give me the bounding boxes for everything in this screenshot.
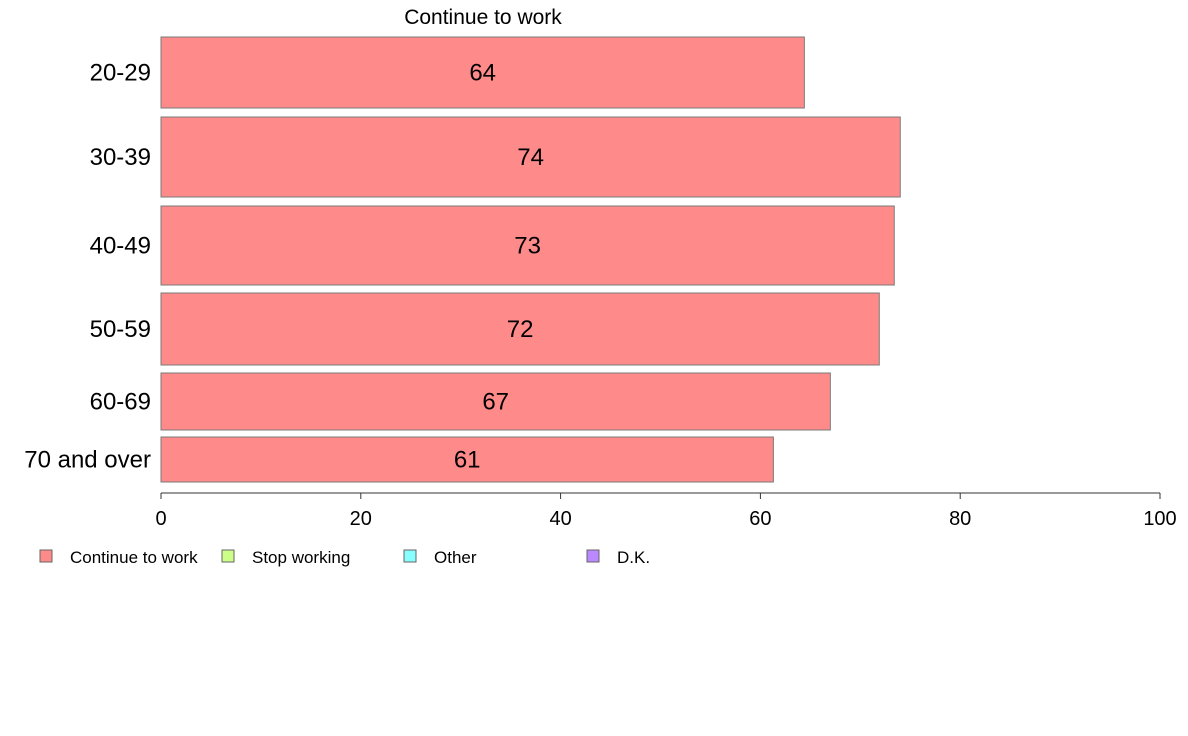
bar-value-label: 73 [514, 233, 541, 260]
legend: Continue to work Stop working Other D.K. [39, 548, 650, 567]
category-label: 60-69 [90, 389, 151, 416]
x-tick-label: 80 [949, 508, 971, 530]
category-label: 20-29 [90, 60, 151, 87]
bar-value-label: 67 [482, 389, 509, 416]
x-tick-label: 60 [749, 508, 771, 530]
legend-label: Stop working [252, 548, 350, 567]
bar-20-29 [160, 36, 805, 109]
legend-label: D.K. [617, 548, 650, 567]
bar-70-and-over [160, 436, 774, 483]
category-label: 70 and over [24, 447, 151, 474]
legend-swatch [586, 549, 600, 563]
x-axis: 0 20 40 60 80 100 [155, 492, 1177, 530]
bar-40-49 [160, 205, 895, 286]
bar-value-label: 64 [469, 60, 496, 87]
legend-label: Other [434, 548, 477, 567]
bar-30-39 [160, 116, 901, 198]
bar-value-label: 72 [507, 316, 534, 343]
x-tick-label: 20 [350, 508, 372, 530]
x-tick-label: 0 [155, 508, 166, 530]
category-label: 40-49 [90, 233, 151, 260]
bar-50-59 [160, 292, 880, 366]
legend-swatch [221, 549, 235, 563]
bar-60-69 [160, 372, 831, 431]
category-label: 30-39 [90, 144, 151, 171]
bar-value-label: 74 [517, 144, 544, 171]
x-tick-label: 100 [1143, 508, 1176, 530]
bars-group: 64 20-29 74 30-39 73 40-49 72 50-59 67 60-69 61 70 … [24, 36, 901, 483]
chart-title: Continue to work [404, 6, 562, 29]
bar-value-label: 61 [454, 447, 481, 474]
legend-swatch [403, 549, 417, 563]
x-tick-label: 40 [549, 508, 571, 530]
legend-swatch [39, 549, 53, 563]
legend-label: Continue to work [70, 548, 198, 567]
category-label: 50-59 [90, 316, 151, 343]
